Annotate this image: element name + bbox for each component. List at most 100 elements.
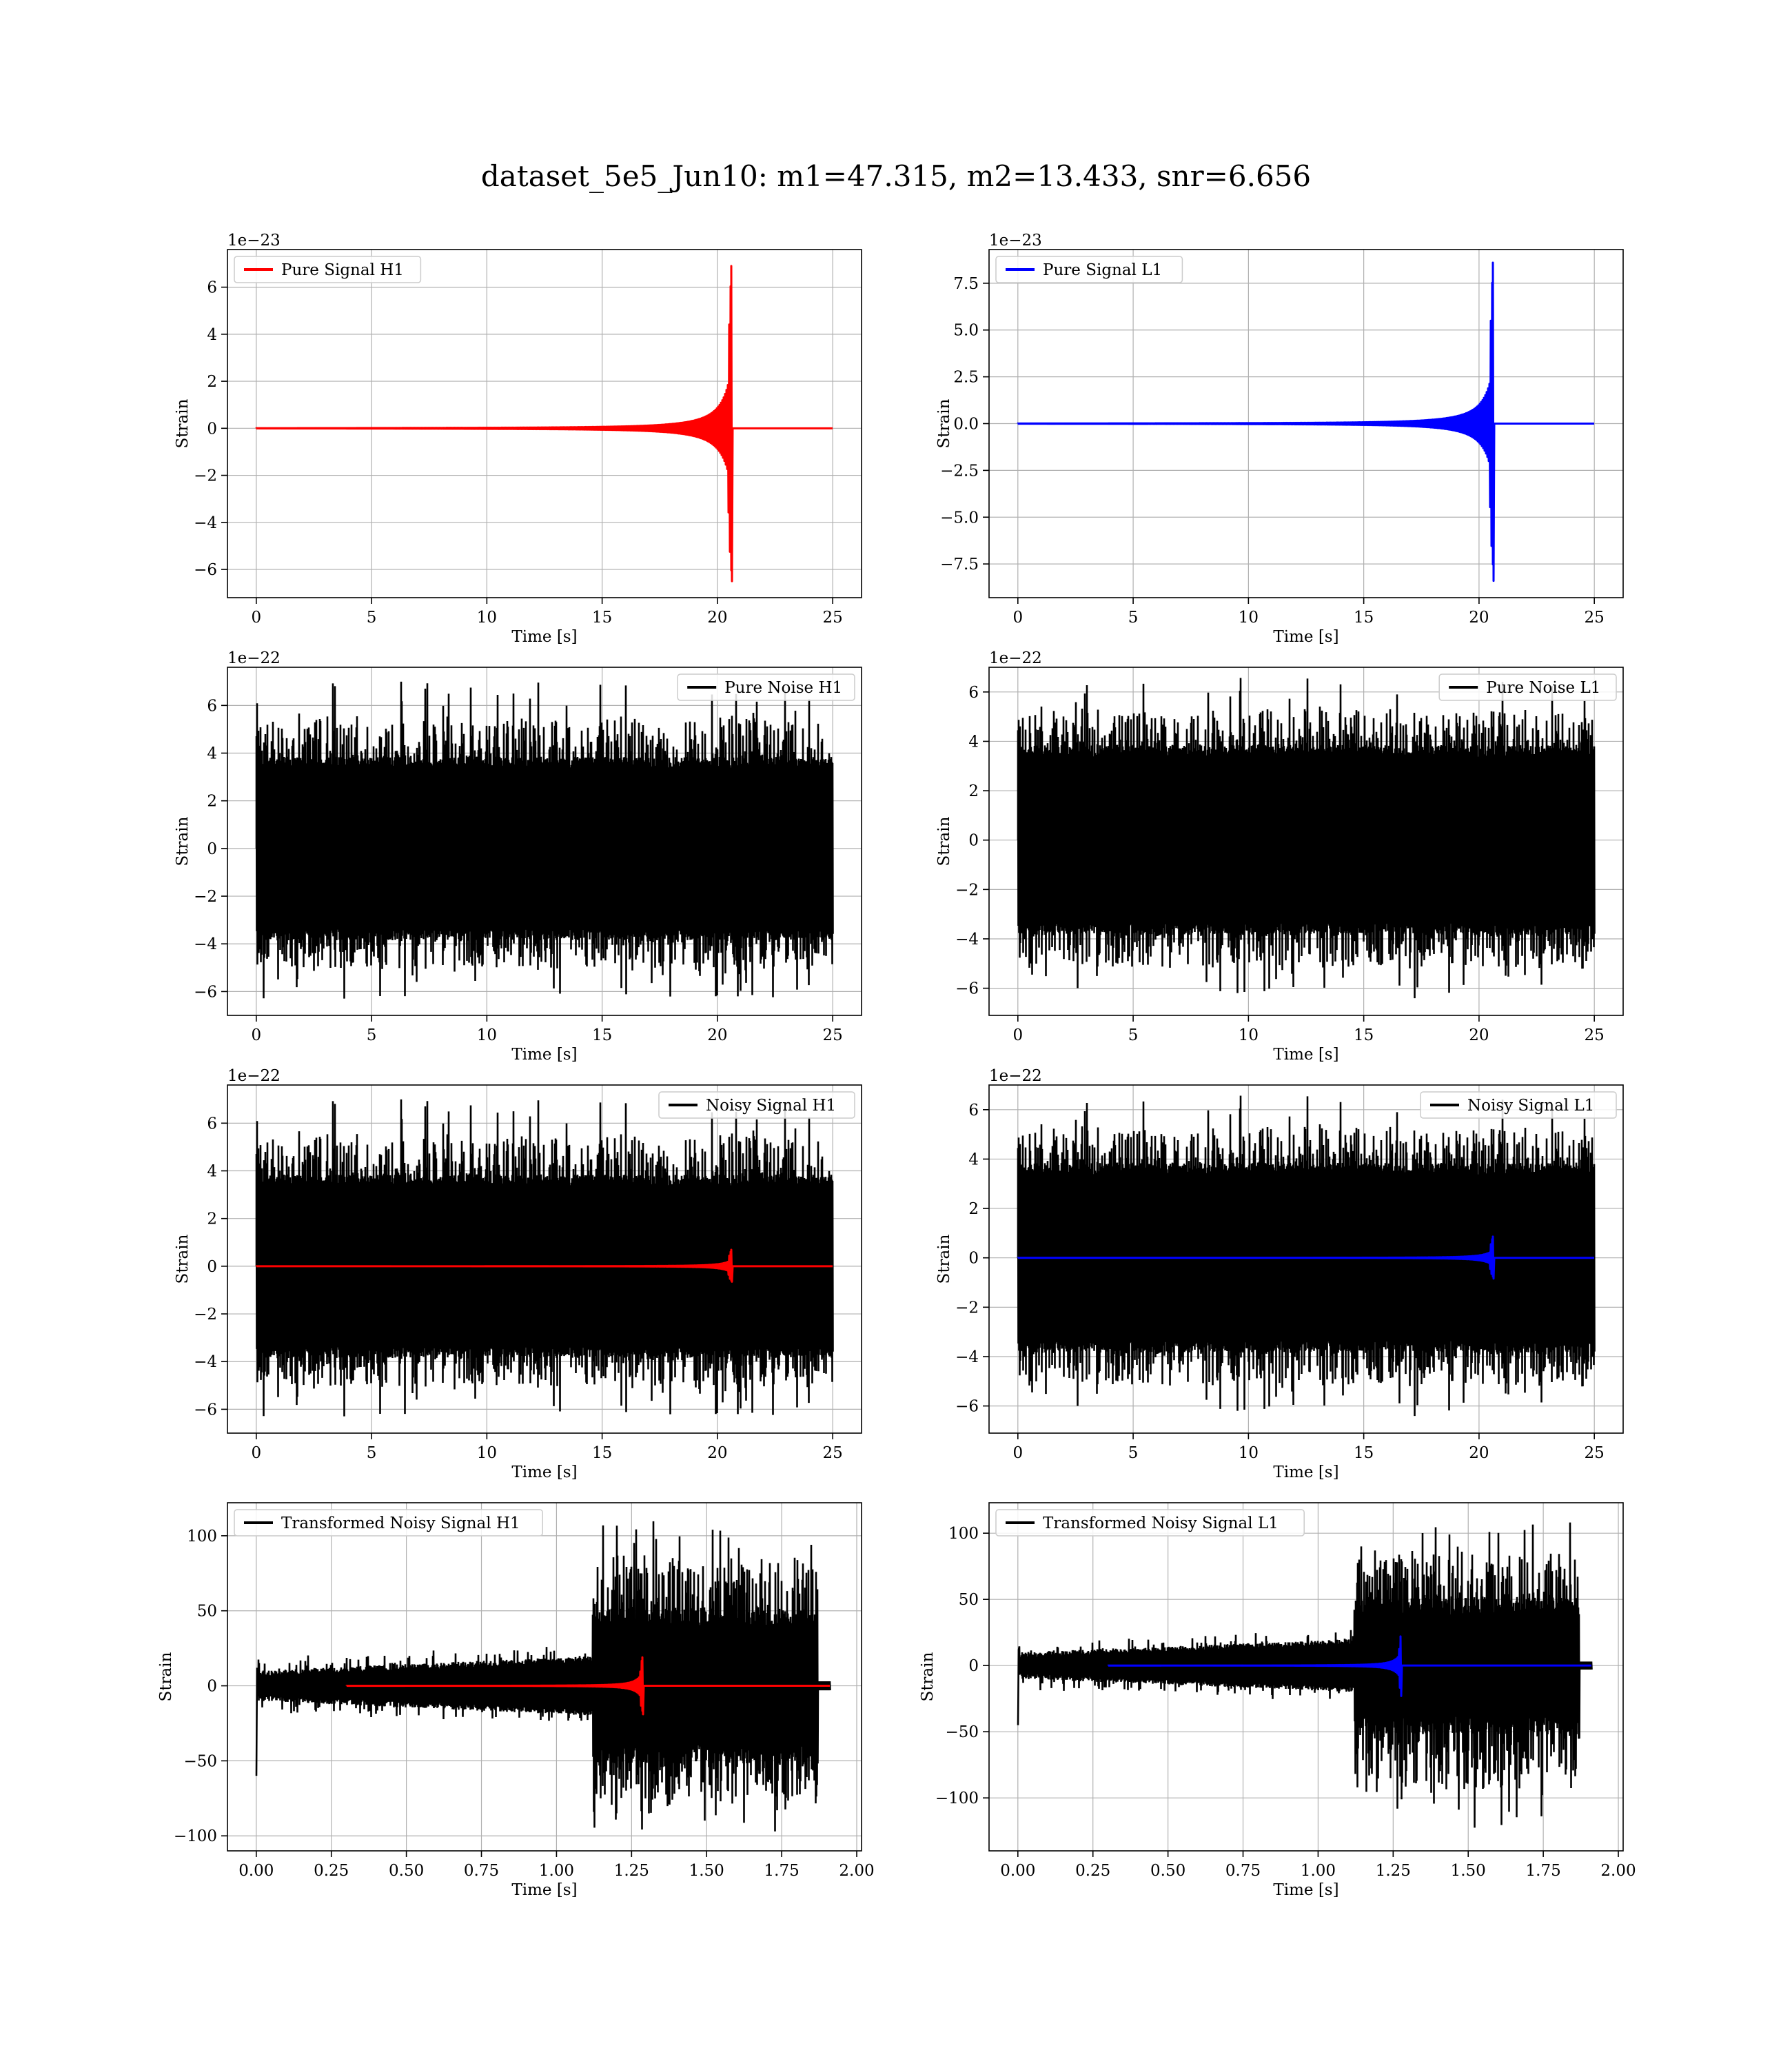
x-tick-label: 10 <box>477 1444 497 1462</box>
y-tick-label: 4 <box>207 326 217 344</box>
x-tick-label: 15 <box>592 1444 612 1462</box>
y-tick-label: −100 <box>174 1827 217 1845</box>
legend-label: Transformed Noisy Signal L1 <box>1043 1514 1279 1532</box>
legend-box <box>234 256 422 283</box>
y-tick-label: 50 <box>959 1591 979 1609</box>
y-tick-label: −2 <box>194 1306 217 1324</box>
y-tick-label: 0 <box>968 832 979 850</box>
ticks <box>983 691 1595 1022</box>
legend-box <box>995 256 1183 283</box>
x-tick-label: 15 <box>1354 1026 1374 1044</box>
x-tick-label: 1.25 <box>614 1862 649 1880</box>
x-tick-label: 10 <box>1239 1444 1259 1462</box>
x-tick-label: 1.00 <box>1301 1862 1336 1880</box>
axis-offset-label: 1e−22 <box>227 1067 281 1085</box>
y-tick-label: −100 <box>935 1790 979 1807</box>
y-tick-label: 0 <box>968 1250 979 1268</box>
x-tick-label: 0.50 <box>389 1862 424 1880</box>
x-tick-label: 0.25 <box>1075 1862 1110 1880</box>
y-tick-label: −2 <box>194 888 217 906</box>
axes-frame <box>988 1084 1624 1434</box>
y-tick-label: −6 <box>194 983 217 1001</box>
axis-offset-label: 1e−22 <box>989 1067 1042 1085</box>
y-axis-label: Strain <box>935 398 953 448</box>
x-tick-label: 10 <box>477 1026 497 1044</box>
y-tick-label: −6 <box>955 980 979 998</box>
x-tick-label: 5 <box>1128 1444 1139 1462</box>
ticks <box>221 286 833 604</box>
series-pure-signal-h1 <box>255 265 833 582</box>
y-tick-label: 2 <box>207 373 217 391</box>
y-tick-label: 0 <box>207 1258 217 1276</box>
x-tick-label: 20 <box>1469 1444 1489 1462</box>
x-tick-label: 15 <box>1354 1444 1374 1462</box>
x-tick-label: 5 <box>367 1026 377 1044</box>
y-tick-label: 4 <box>968 733 979 751</box>
legend-label: Pure Signal L1 <box>1043 261 1162 279</box>
axes-frame <box>227 1084 862 1434</box>
x-tick-label: 0.75 <box>1225 1862 1261 1880</box>
plot-area <box>255 265 833 582</box>
y-axis-label: Strain <box>174 398 192 448</box>
y-tick-label: −5.0 <box>940 509 979 527</box>
y-tick-label: −4 <box>194 1353 217 1371</box>
x-axis-label: Time [s] <box>1273 1046 1338 1064</box>
plot-area <box>255 1099 834 1417</box>
legend-box <box>1438 673 1617 701</box>
ticks <box>221 704 833 1022</box>
y-tick-label: −2 <box>955 1299 979 1317</box>
legend: Pure Signal H1 <box>234 256 422 283</box>
axis-offset-label: 1e−23 <box>989 232 1042 250</box>
x-tick-label: 20 <box>707 1444 727 1462</box>
legend-box <box>658 1091 855 1119</box>
ticks <box>983 283 1595 604</box>
y-tick-label: 0 <box>207 1678 217 1696</box>
x-tick-label: 0.50 <box>1150 1862 1185 1880</box>
y-tick-label: 100 <box>948 1525 979 1543</box>
x-tick-label: 25 <box>823 1444 843 1462</box>
subplot-pure-noise-l1: 0 5 10 15 20 25 −6 −4 −2 0 2 4 6 Time [s] Strain 1e−22 P… <box>935 649 1624 1064</box>
x-tick-label: 1.50 <box>1451 1862 1486 1880</box>
x-tick-label: 20 <box>1469 1026 1489 1044</box>
y-tick-label: −4 <box>194 935 217 953</box>
subplot-pure-signal-l1: 0 5 10 15 20 25 −7.5 −5.0 −2.5 0.0 2.5 5.0 7.5 Time [… <box>935 232 1624 646</box>
axes-frame <box>227 667 862 1016</box>
y-tick-label: 2 <box>968 782 979 800</box>
x-tick-label: 10 <box>477 609 497 627</box>
x-tick-label: 1.50 <box>689 1862 724 1880</box>
series-noisy-signal-l1 <box>1017 1095 1596 1417</box>
series-noisy-signal-l1-overlay <box>1017 1235 1594 1280</box>
x-tick-label: 1.25 <box>1376 1862 1411 1880</box>
legend-label: Pure Noise H1 <box>724 679 842 697</box>
legend: Pure Noise H1 <box>677 673 855 701</box>
y-tick-label: 4 <box>207 1163 217 1181</box>
y-tick-label: 6 <box>207 1115 217 1133</box>
x-tick-label: 0.00 <box>238 1862 274 1880</box>
x-axis-label: Time [s] <box>1273 1881 1338 1899</box>
axes-frame <box>227 1502 862 1852</box>
figure-title: dataset_5e5_Jun10: m1=47.315, m2=13.433,… <box>481 159 1311 193</box>
x-tick-label: 0 <box>251 609 261 627</box>
x-tick-label: 10 <box>1239 1026 1259 1044</box>
series-transformed-noisy-signal-h1 <box>255 1521 831 1832</box>
axis-offset-label: 1e−22 <box>227 649 281 667</box>
y-axis-label: Strain <box>174 1234 192 1284</box>
x-axis-label: Time [s] <box>511 1046 577 1064</box>
legend-label: Transformed Noisy Signal H1 <box>281 1514 520 1532</box>
x-tick-label: 15 <box>592 1026 612 1044</box>
x-tick-label: 0 <box>1012 1026 1023 1044</box>
y-tick-label: −4 <box>955 1348 979 1366</box>
y-tick-label: 0 <box>968 1657 979 1675</box>
ticks <box>983 1532 1619 1857</box>
x-tick-label: 2.00 <box>1600 1862 1636 1880</box>
series-transformed-noisy-signal-l1-overlay <box>1107 1635 1591 1697</box>
x-tick-label: 5 <box>1128 1026 1139 1044</box>
x-tick-label: 25 <box>823 1026 843 1044</box>
subplot-noisy-signal-h1: 0 5 10 15 20 25 −6 −4 −2 0 2 4 6 Time [s] Strain 1e−22 N… <box>174 1067 862 1481</box>
series-pure-noise-h1 <box>255 681 834 999</box>
y-tick-label: 0 <box>207 840 217 858</box>
subplot-pure-signal-h1: 0 5 10 15 20 25 −6 −4 −2 0 2 4 6 Time [s] Strain 1e−23P… <box>174 232 862 646</box>
plot-area <box>255 681 834 999</box>
y-tick-label: −2 <box>955 881 979 899</box>
